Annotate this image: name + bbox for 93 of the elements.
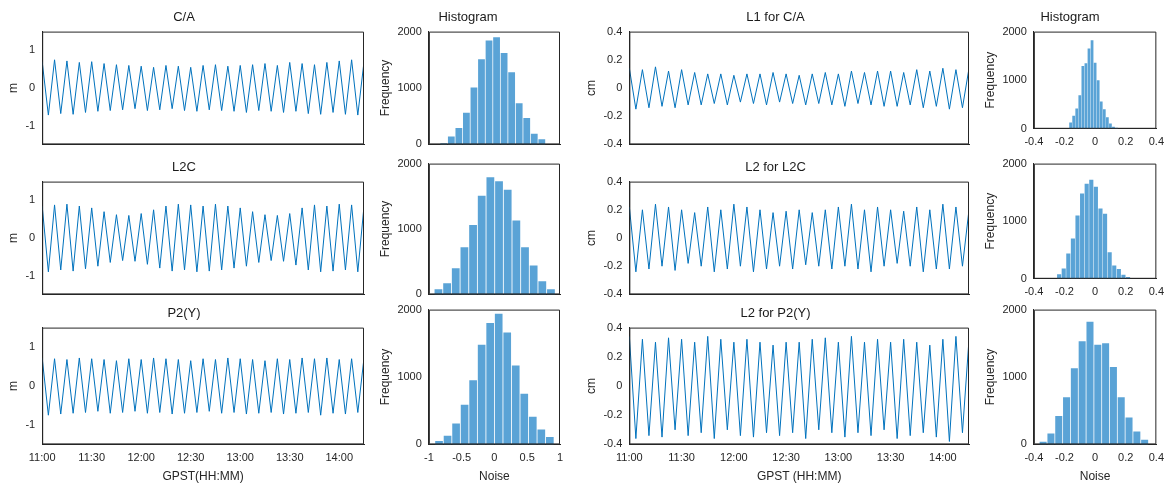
y-tick-label: 0 [1020, 437, 1027, 450]
y-tick-label: 0.4 [607, 24, 623, 37]
y-tick-label: 0 [415, 437, 422, 450]
x-tick-label: 0 [1092, 285, 1099, 298]
y-axis-title: m [5, 233, 20, 243]
y-axis-title: Frequency [982, 192, 997, 250]
y-axis-title: Frequency [377, 348, 392, 406]
x-tick-label: 0.2 [1118, 135, 1134, 148]
y-tick-label: -0.2 [603, 408, 623, 421]
y-tick-label: -1 [25, 268, 36, 281]
chart-title: L1 for C/A [746, 9, 806, 25]
y-tick-label: 0 [616, 379, 623, 392]
y-tick-label: 1000 [1002, 214, 1027, 227]
y-axis-title: m [5, 381, 20, 391]
x-axis-title: GPST (HH:MM) [756, 469, 842, 484]
x-axis-title: Noise [1079, 469, 1111, 484]
y-tick-label: 0.4 [607, 320, 623, 333]
chart-title: Histogram [1040, 9, 1100, 25]
y-tick-label: -1 [25, 118, 36, 131]
y-tick-label: 1 [29, 43, 36, 56]
x-tick-label: 13:00 [824, 451, 853, 464]
y-tick-label: 2000 [1002, 302, 1027, 315]
y-tick-label: 0.2 [607, 52, 623, 65]
y-tick-label: -1 [25, 417, 36, 430]
x-tick-label: 0 [491, 451, 498, 464]
y-tick-label: 1 [29, 193, 36, 206]
y-axis-title: m [5, 83, 20, 93]
y-tick-label: 0 [29, 231, 36, 244]
x-tick-label: 12:30 [176, 451, 205, 464]
x-tick-label: 14:00 [929, 451, 957, 464]
x-axis-title: Noise [479, 469, 511, 484]
x-tick-label: 14:00 [325, 451, 354, 464]
x-tick-label: 11:00 [616, 451, 643, 464]
x-tick-label: 12:00 [127, 451, 155, 464]
y-tick-label: 2000 [397, 156, 422, 169]
chart-title: C/A [173, 9, 196, 25]
y-tick-label: 2000 [1002, 156, 1027, 169]
y-tick-label: 2000 [397, 24, 422, 37]
y-axis-title: Frequency [377, 59, 392, 117]
x-tick-label: 0.4 [1148, 451, 1164, 464]
y-axis-title: cm [583, 80, 598, 96]
y-tick-label: 1000 [397, 81, 422, 94]
y-tick-label: 1000 [397, 370, 422, 383]
x-tick-label: 0 [1092, 135, 1099, 148]
y-tick-label: 1000 [397, 222, 422, 235]
y-tick-label: 0 [616, 231, 623, 244]
y-tick-label: 0 [1020, 271, 1027, 284]
x-tick-label: 1 [556, 451, 564, 464]
y-tick-label: 2000 [1002, 24, 1027, 37]
x-tick-label: -0.2 [1055, 451, 1074, 464]
y-axis-title: cm [583, 378, 598, 394]
x-tick-label: 0.4 [1148, 285, 1164, 298]
y-axis-title: Frequency [982, 51, 997, 109]
x-tick-label: 11:30 [668, 451, 695, 464]
x-tick-label: 11:00 [28, 451, 56, 464]
y-axis-title: Frequency [982, 348, 997, 406]
chart-title: L2 for L2C [745, 159, 806, 175]
y-axis-title: Frequency [377, 200, 392, 258]
x-tick-label: -0.5 [452, 451, 472, 464]
x-tick-label: 13:00 [226, 451, 254, 464]
chart-title: L2 for P2(Y) [740, 305, 811, 321]
chart-title: L2C [172, 159, 196, 175]
x-tick-label: 13:30 [876, 451, 905, 464]
x-tick-label: -0.2 [1055, 135, 1074, 148]
x-tick-label: 0.5 [519, 451, 535, 464]
y-tick-label: 0 [1020, 121, 1027, 134]
y-tick-label: 0.4 [607, 174, 623, 187]
y-tick-label: 0 [29, 81, 36, 94]
x-tick-label: 0.2 [1118, 451, 1134, 464]
y-tick-label: 1000 [1002, 370, 1027, 383]
y-tick-label: -0.2 [603, 259, 623, 272]
x-tick-label: 0.4 [1148, 135, 1164, 148]
x-tick-label: 0.2 [1118, 285, 1134, 298]
y-tick-label: 1000 [1002, 73, 1027, 86]
y-tick-label: 0.2 [607, 349, 623, 362]
y-tick-label: -0.4 [603, 437, 623, 450]
y-tick-label: 0.2 [607, 202, 623, 215]
x-tick-label: 11:30 [78, 451, 106, 464]
x-tick-label: 12:30 [772, 451, 800, 464]
y-tick-label: 1 [29, 340, 36, 353]
x-tick-label: 0 [1092, 451, 1099, 464]
y-axis-title: cm [583, 230, 598, 246]
y-tick-label: -0.2 [603, 109, 623, 122]
x-tick-label: 12:00 [720, 451, 748, 464]
y-tick-label: 0 [616, 81, 623, 94]
chart-title: Histogram [438, 9, 498, 25]
x-tick-label: 13:30 [275, 451, 304, 464]
x-tick-label: -1 [423, 451, 434, 464]
x-axis-title: GPST(HH:MM) [162, 469, 244, 484]
chart-title: P2(Y) [167, 305, 201, 321]
y-tick-label: 0 [29, 379, 36, 392]
x-tick-label: -0.2 [1055, 285, 1074, 298]
y-tick-label: 2000 [397, 302, 422, 315]
